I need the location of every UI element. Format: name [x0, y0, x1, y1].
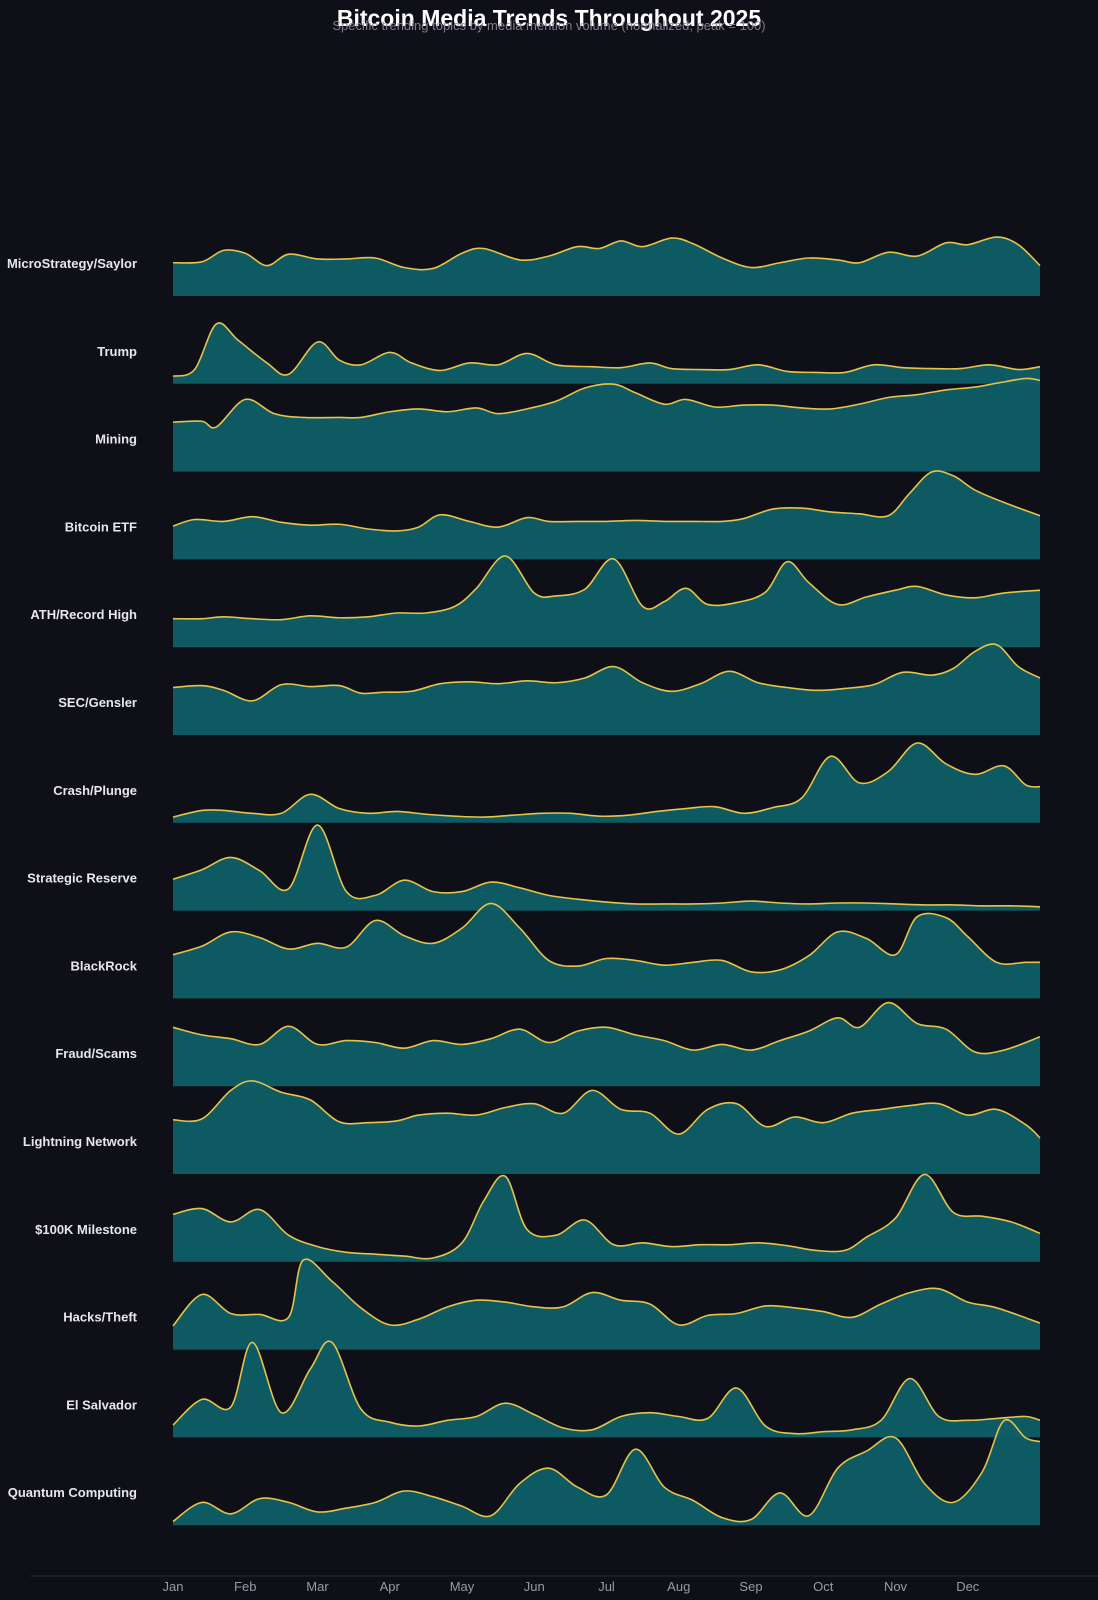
x-tick-label-jul: Jul	[598, 1579, 615, 1594]
ridge-line-hacks-theft	[172, 1258, 1041, 1327]
x-tick-label-aug: Aug	[667, 1579, 690, 1594]
ridge-area-ath-record-high	[173, 555, 1040, 648]
ridge-line-crash-plunge	[172, 742, 1041, 818]
row-label-quantum-computing: Quantum Computing	[8, 1485, 137, 1500]
x-tick-label-nov: Nov	[884, 1579, 908, 1594]
x-tick-label-jun: Jun	[524, 1579, 545, 1594]
row-label-blackrock: BlackRock	[71, 958, 138, 973]
ridge-area-fraud-scams	[173, 1002, 1040, 1087]
ridge-area-bitcoin-etf	[173, 470, 1040, 560]
chart-title: Bitcoin Media Trends Throughout 2025	[337, 5, 761, 31]
x-ticks-group: Jan Feb Mar Apr May Jun Jul Aug Sep Oct Nov Dec	[163, 1579, 980, 1594]
ridge-line-fraud-scams	[172, 1001, 1041, 1055]
ridge-line-bitcoin-etf	[172, 470, 1041, 532]
row-label-sec-gensler: SEC/Gensler	[58, 695, 137, 710]
row-label-microstrategy-saylor: MicroStrategy/Saylor	[7, 256, 137, 271]
row-label-crash-plunge: Crash/Plunge	[53, 783, 137, 798]
row-label-hacks-theft: Hacks/Theft	[63, 1310, 137, 1325]
row-label-fraud-scams: Fraud/Scams	[55, 1046, 137, 1061]
x-tick-label-sep: Sep	[739, 1579, 762, 1594]
ridge-area-el-salvador	[173, 1341, 1040, 1438]
ridge-line-trump	[172, 322, 1041, 377]
ridge-line-lightning-network	[172, 1080, 1041, 1139]
ridge-area-lightning-network	[173, 1080, 1040, 1174]
row-label-ath-record-high: ATH/Record High	[30, 607, 137, 622]
x-tick-label-mar: Mar	[306, 1579, 329, 1594]
row-label-100k-milestone: $100K Milestone	[35, 1222, 137, 1237]
row-labels-group: MicroStrategy/Saylor Trump Mining Bitcoin E…	[7, 256, 138, 1500]
ridge-line-100k-milestone	[172, 1173, 1041, 1260]
x-tick-label-jan: Jan	[163, 1579, 184, 1594]
row-label-trump: Trump	[97, 344, 137, 359]
ridge-line-sec-gensler	[172, 643, 1041, 702]
x-tick-label-may: May	[450, 1579, 475, 1594]
ridge-area-microstrategy-saylor	[173, 237, 1040, 296]
ridge-line-el-salvador	[172, 1340, 1041, 1435]
x-tick-label-feb: Feb	[234, 1579, 256, 1594]
ridge-area-mining	[173, 378, 1040, 472]
chart-subtitle: Specific trending topics by media mentio…	[332, 18, 765, 33]
x-tick-label-dec: Dec	[956, 1579, 980, 1594]
row-label-lightning-network: Lightning Network	[23, 1134, 138, 1149]
ridge-line-mining	[172, 377, 1041, 429]
ridge-line-quantum-computing	[172, 1418, 1041, 1523]
ridge-area-strategic-reserve	[173, 825, 1040, 911]
x-tick-label-apr: Apr	[380, 1579, 401, 1594]
ridges-group	[172, 236, 1041, 1526]
ridge-area-blackrock	[173, 903, 1040, 999]
ridge-line-strategic-reserve	[172, 824, 1041, 908]
row-label-el-salvador: El Salvador	[66, 1397, 137, 1412]
ridge-area-crash-plunge	[173, 742, 1040, 823]
row-label-strategic-reserve: Strategic Reserve	[27, 871, 137, 886]
ridge-area-100k-milestone	[173, 1174, 1040, 1262]
row-label-bitcoin-etf: Bitcoin ETF	[65, 519, 137, 534]
ridge-line-microstrategy-saylor	[172, 236, 1041, 271]
ridge-area-trump	[173, 322, 1040, 384]
ridge-area-quantum-computing	[173, 1419, 1040, 1526]
x-tick-label-oct: Oct	[813, 1579, 834, 1594]
ridge-area-hacks-theft	[173, 1259, 1040, 1350]
ridge-area-sec-gensler	[173, 644, 1040, 735]
ridge-line-blackrock	[172, 902, 1040, 974]
row-label-mining: Mining	[95, 432, 137, 447]
ridge-line-ath-record-high	[172, 555, 1041, 621]
